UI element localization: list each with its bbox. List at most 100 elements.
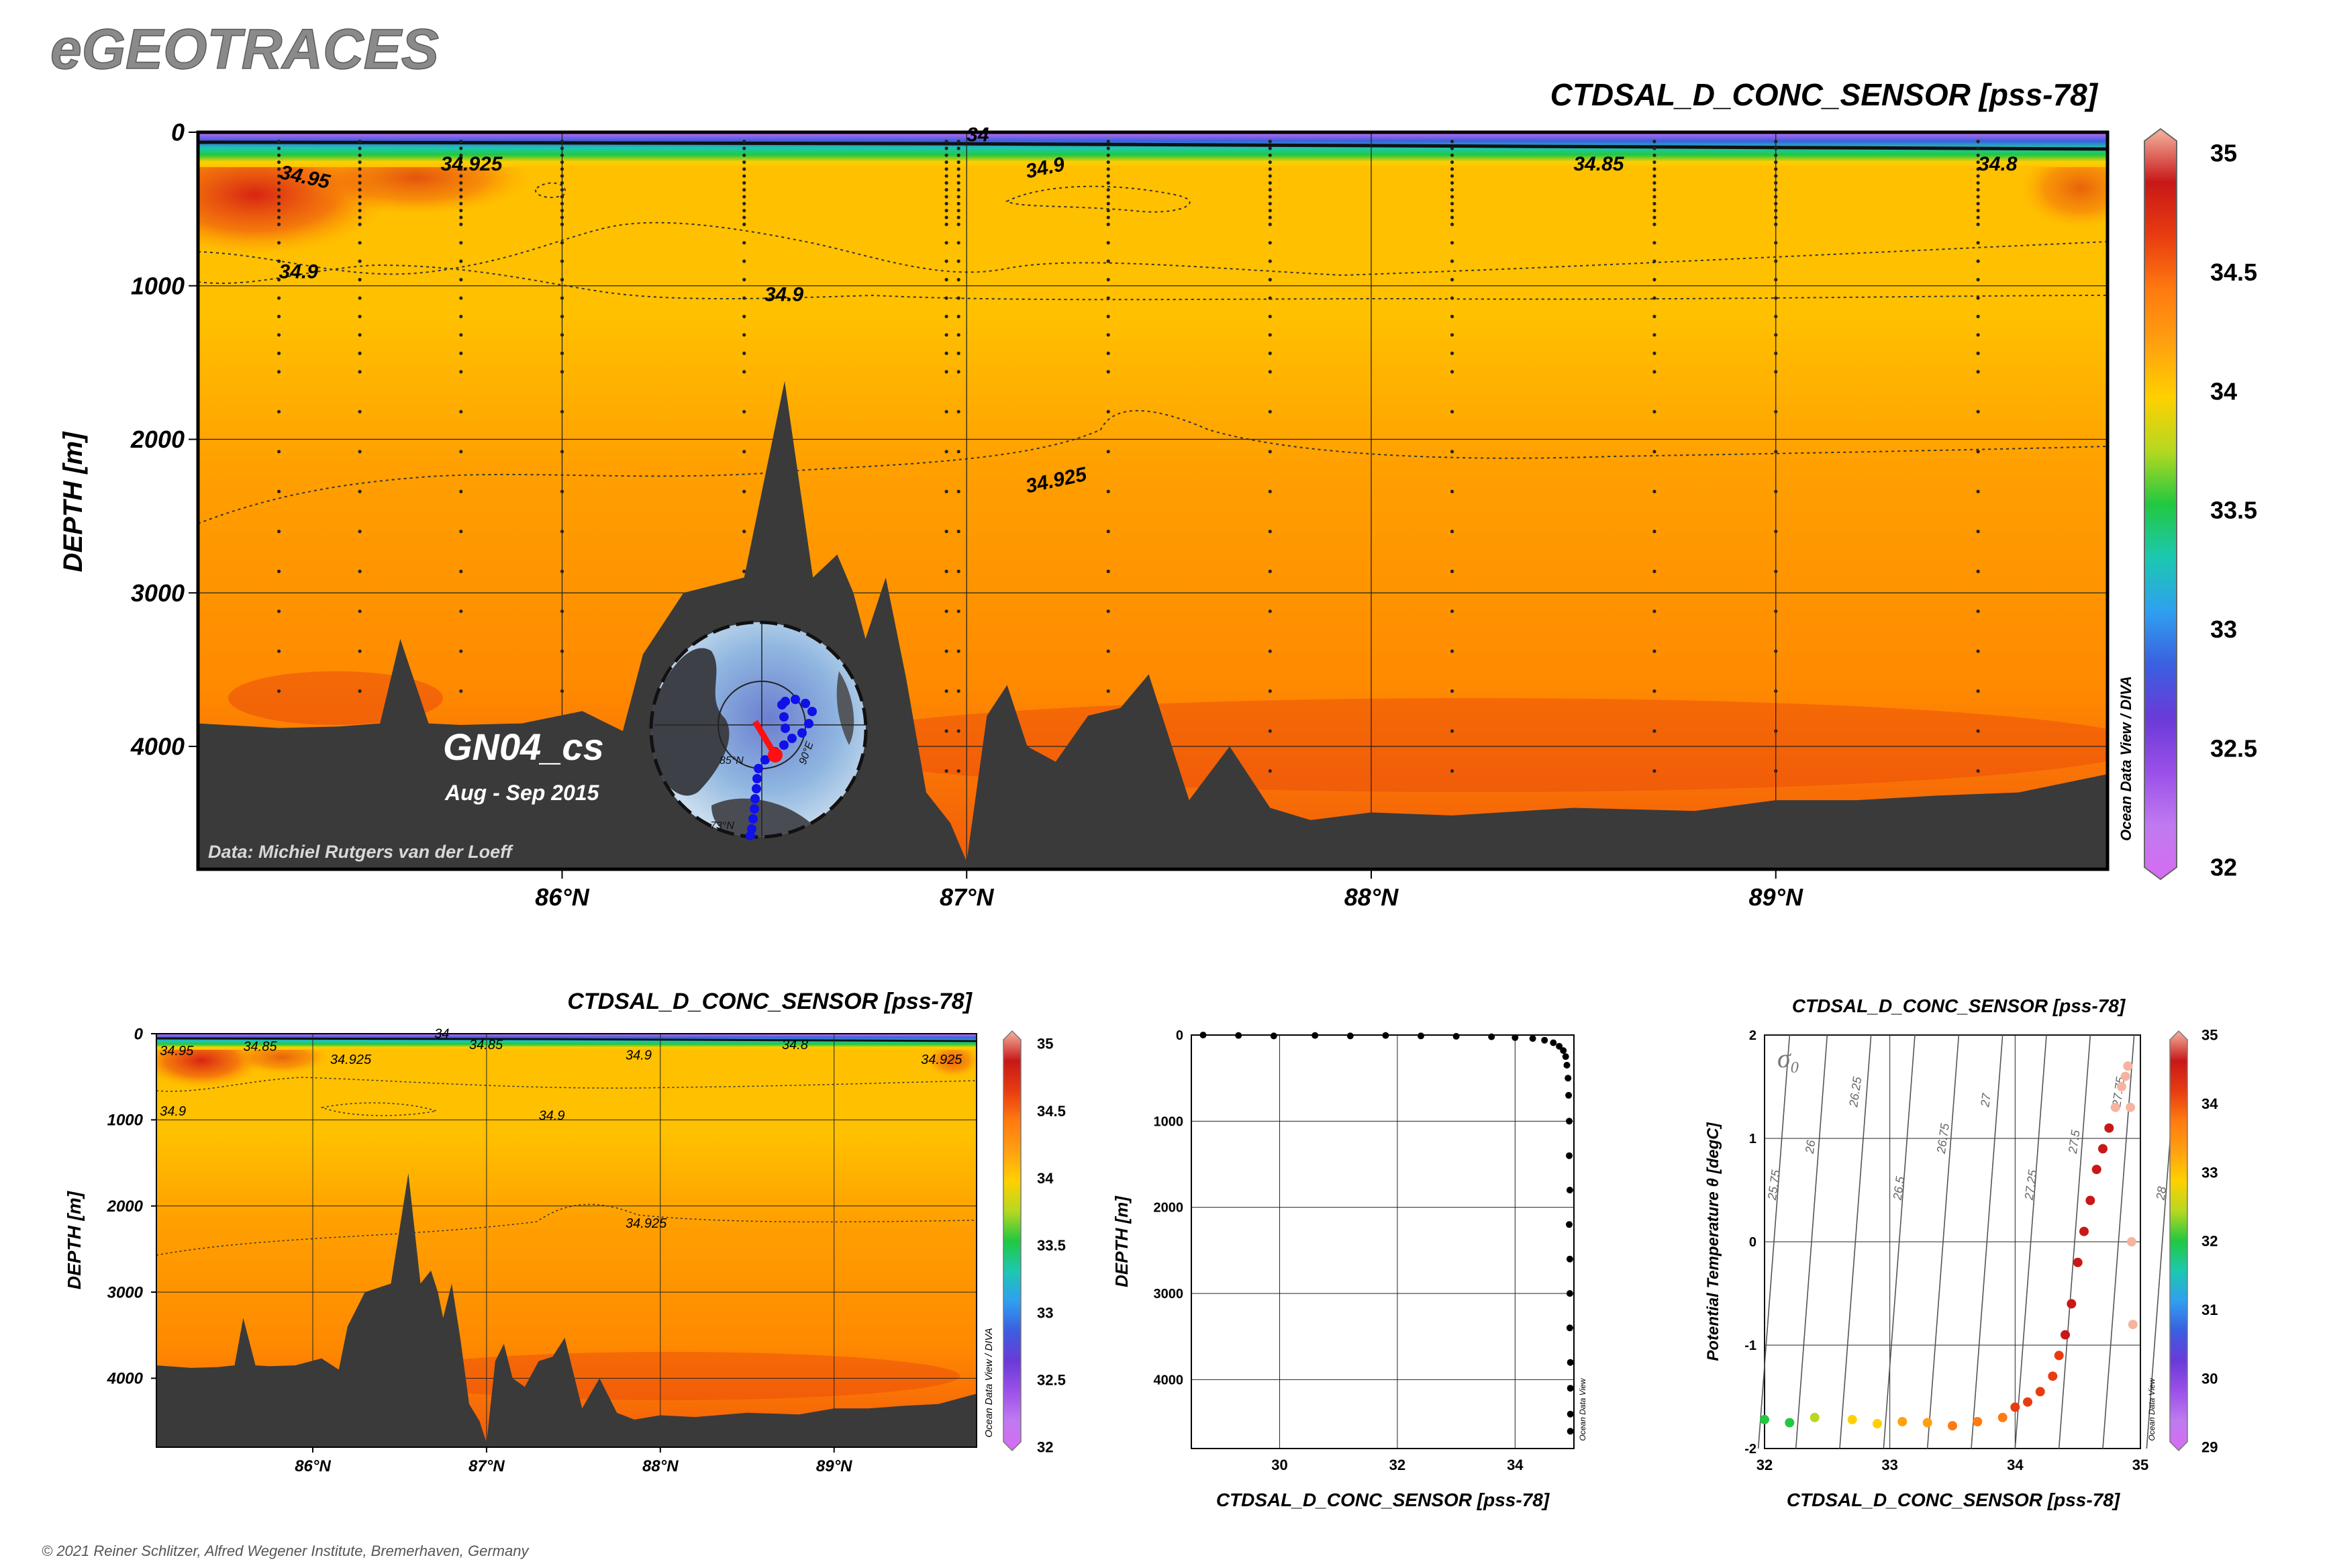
station-sample xyxy=(1450,689,1454,693)
station-sample xyxy=(742,195,746,199)
station-sample xyxy=(459,351,463,356)
station-marker xyxy=(750,794,760,803)
station-sample xyxy=(1106,201,1110,205)
profile-point xyxy=(1565,1075,1572,1082)
station-sample xyxy=(742,296,746,300)
station-sample xyxy=(1976,140,1980,144)
profile-x-axis: 30 32 34 xyxy=(1271,1457,1524,1473)
station-sample xyxy=(1268,167,1272,171)
station-sample xyxy=(956,450,960,454)
copyright-footer: © 2021 Reiner Schlitzer, Alfred Wegener … xyxy=(42,1542,530,1559)
ts-point xyxy=(1760,1414,1769,1424)
station-sample xyxy=(277,314,281,319)
station-sample xyxy=(1106,153,1110,157)
station-sample xyxy=(1976,278,1980,282)
profile-point xyxy=(1560,1047,1567,1055)
station-sample xyxy=(1106,188,1110,192)
colorbar-tick-label: 35 xyxy=(2210,140,2237,167)
station-sample xyxy=(1268,188,1272,192)
station-sample xyxy=(1450,241,1454,245)
station-sample xyxy=(1106,209,1110,213)
sigma-symbol: σ0 xyxy=(1777,1043,1799,1077)
station-sample xyxy=(1268,146,1272,150)
y-tick-label: 0 xyxy=(171,119,185,146)
station-sample xyxy=(956,296,960,300)
station-sample xyxy=(1268,409,1272,413)
inset-landmass xyxy=(836,671,854,745)
station-sample xyxy=(1652,153,1656,157)
station-sample xyxy=(277,450,281,454)
ts-point xyxy=(2054,1351,2064,1361)
station-sample xyxy=(944,201,948,205)
station-sample xyxy=(1652,409,1656,413)
station-sample xyxy=(358,649,362,653)
main-colorbar-side-label: Ocean Data View / DIVA xyxy=(2118,676,2134,841)
x-tick-label: 30 xyxy=(1271,1457,1287,1473)
inset-landmass xyxy=(651,648,730,796)
station-sample xyxy=(1450,140,1454,144)
x-tick-label: 32 xyxy=(1389,1457,1405,1473)
station-sample xyxy=(277,259,281,263)
station-sample xyxy=(1652,278,1656,282)
x-tick-label: 34 xyxy=(1507,1457,1524,1473)
station-sample xyxy=(956,146,960,150)
station-sample xyxy=(1450,333,1454,337)
ts-x-axis: 32 33 34 35 xyxy=(1756,1457,2148,1473)
station-sample xyxy=(1106,222,1110,226)
station-sample xyxy=(358,140,362,144)
station-sample xyxy=(1976,729,1980,733)
colorbar-tick-label: 33.5 xyxy=(2210,497,2257,524)
station-sample xyxy=(944,259,948,263)
station-sample xyxy=(944,140,948,144)
station-sample xyxy=(277,409,281,413)
ts-y-axis: 2 1 0 -1 -2 xyxy=(1744,1028,1756,1457)
profile-side-label: Ocean Data View xyxy=(1578,1377,1587,1440)
station-sample xyxy=(1450,146,1454,150)
station-sample xyxy=(1106,181,1110,185)
colorbar-tick-label: 32 xyxy=(1037,1439,1053,1456)
station-sample xyxy=(1106,409,1110,413)
station-sample xyxy=(944,530,948,534)
station-sample xyxy=(956,689,960,693)
isopycnal-line xyxy=(2058,1034,2091,1449)
station-sample xyxy=(742,153,746,157)
station-sample xyxy=(459,489,463,493)
station-marker xyxy=(804,719,813,728)
main-surface-34-isoline xyxy=(198,140,2108,151)
profile-point xyxy=(1270,1032,1277,1040)
station-sample xyxy=(358,609,362,614)
station-marker xyxy=(779,740,789,750)
small-colorbar-side-label: Ocean Data View / DIVA xyxy=(983,1328,995,1437)
station-sample xyxy=(944,278,948,282)
station-sample xyxy=(358,489,362,493)
station-sample xyxy=(459,409,463,413)
station-sample xyxy=(459,569,463,573)
station-sample xyxy=(1450,188,1454,192)
station-sample xyxy=(1268,314,1272,319)
ts-point xyxy=(1948,1421,1957,1431)
profile-y-axis-label: DEPTH [m] xyxy=(1111,1195,1132,1287)
station-sample xyxy=(1652,181,1656,185)
station-sample xyxy=(742,409,746,413)
station-marker xyxy=(791,695,800,704)
station-sample xyxy=(1976,296,1980,300)
profile-point xyxy=(1565,1091,1573,1099)
station-sample xyxy=(1652,333,1656,337)
station-sample xyxy=(277,174,281,178)
profile-point xyxy=(1566,1221,1573,1228)
contour-line xyxy=(535,182,566,199)
inset-section-end xyxy=(768,748,783,763)
profile-point xyxy=(1311,1032,1319,1039)
profile-point xyxy=(1567,1428,1574,1435)
ts-point xyxy=(1897,1417,1908,1426)
colorbar-tick-label: 35 xyxy=(2201,1027,2218,1044)
contour-label: 34 xyxy=(434,1026,449,1041)
station-sample xyxy=(459,530,463,534)
profile-point xyxy=(1566,1324,1573,1332)
station-sample xyxy=(1268,209,1272,213)
ts-point xyxy=(2120,1071,2130,1081)
main-x-axis: 86°N 87°N 88°N 89°N xyxy=(535,869,1803,911)
station-sample xyxy=(944,167,948,171)
colorbar-tick-label: 34.5 xyxy=(1037,1103,1066,1120)
